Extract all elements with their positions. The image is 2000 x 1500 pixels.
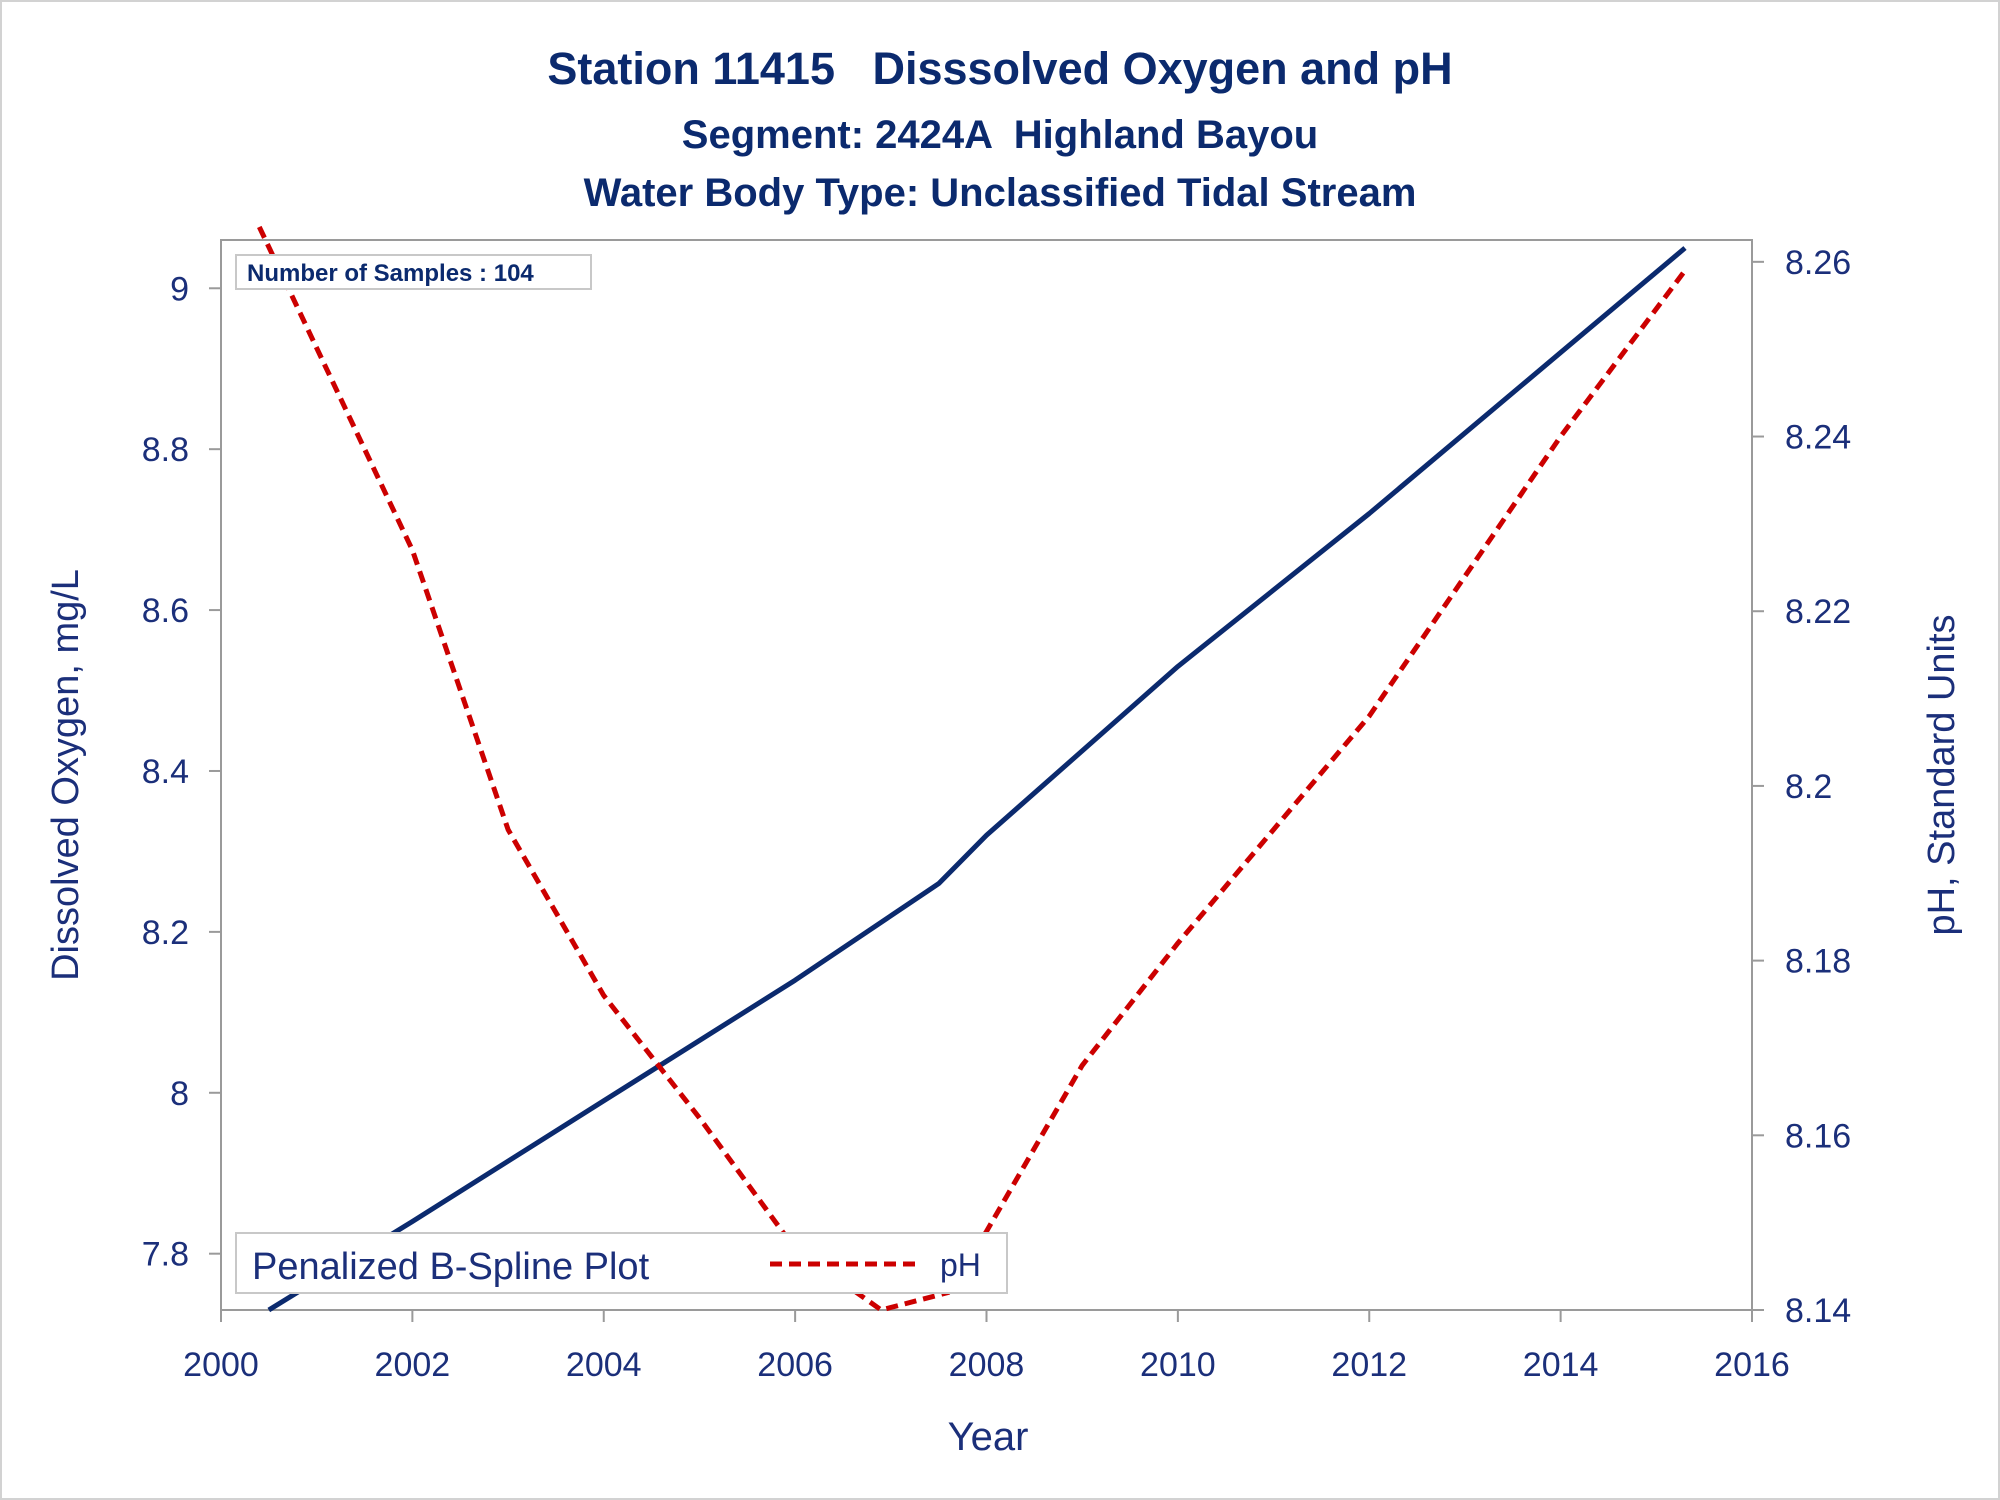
legend-box [235,1232,1008,1294]
legend-title: Penalized B-Spline Plot [252,1246,650,1288]
series-line-ph [257,225,1688,1313]
y-axis-right-label: pH, Standard Units [1921,614,1963,935]
x-tick-label: 2002 [375,1346,451,1384]
sample-count-box [235,254,592,290]
series-line-0 [267,246,1687,1313]
y-right-tick-label: 8.18 [1785,943,1851,981]
x-tick-label: 2010 [1140,1346,1216,1384]
x-tick-label: 2008 [949,1346,1025,1384]
y-axis-left: 7.8 8 8.2 8.4 8.6 8.8 9 [142,270,221,1274]
y-axis-right: 8.14 8.16 8.18 8.2 8.22 8.24 8.26 [1752,244,1851,1330]
y-left-tick-label: 8.6 [142,592,189,630]
x-tick-label: 2012 [1331,1346,1407,1384]
x-tick-label: 2004 [566,1346,642,1384]
legend-label-ph: pH [940,1247,981,1283]
x-tick-label: 2014 [1523,1346,1599,1384]
y-axis-left-label: Dissolved Oxygen, mg/L [45,569,87,981]
y-right-tick-label: 8.2 [1785,768,1832,806]
x-tick-label: 2006 [757,1346,833,1384]
legend: Penalized B-Spline Plot pH [235,1232,1008,1294]
y-left-tick-label: 8 [170,1075,189,1113]
chart-subtitle: Segment: 2424A Highland Bayou [682,113,1318,157]
plot-area [220,239,1753,1311]
y-right-tick-label: 8.26 [1785,244,1851,282]
y-left-tick-label: 9 [170,270,189,308]
y-right-tick-label: 8.24 [1785,419,1851,457]
x-axis: 2000 2002 2004 2006 2008 2010 2012 2014 2016 [183,1310,1790,1384]
y-right-tick-label: 8.14 [1785,1292,1851,1330]
y-left-tick-label: 8.4 [142,753,189,791]
y-left-tick-label: 8.2 [142,914,189,952]
chart-subtitle-2: Water Body Type: Unclassified Tidal Stre… [584,171,1417,215]
x-tick-label: 2016 [1714,1346,1790,1384]
y-left-tick-label: 8.8 [142,431,189,469]
x-tick-label: 2000 [183,1346,259,1384]
series-layer [257,225,1688,1313]
y-right-tick-label: 8.22 [1785,593,1851,631]
x-axis-label: Year [948,1415,1029,1459]
y-left-tick-label: 7.8 [142,1236,189,1274]
chart-title: Station 11415 Disssolved Oxygen and pH [547,43,1452,94]
sample-count-label: Number of Samples : 104 [247,260,534,287]
y-right-tick-label: 8.16 [1785,1117,1851,1155]
